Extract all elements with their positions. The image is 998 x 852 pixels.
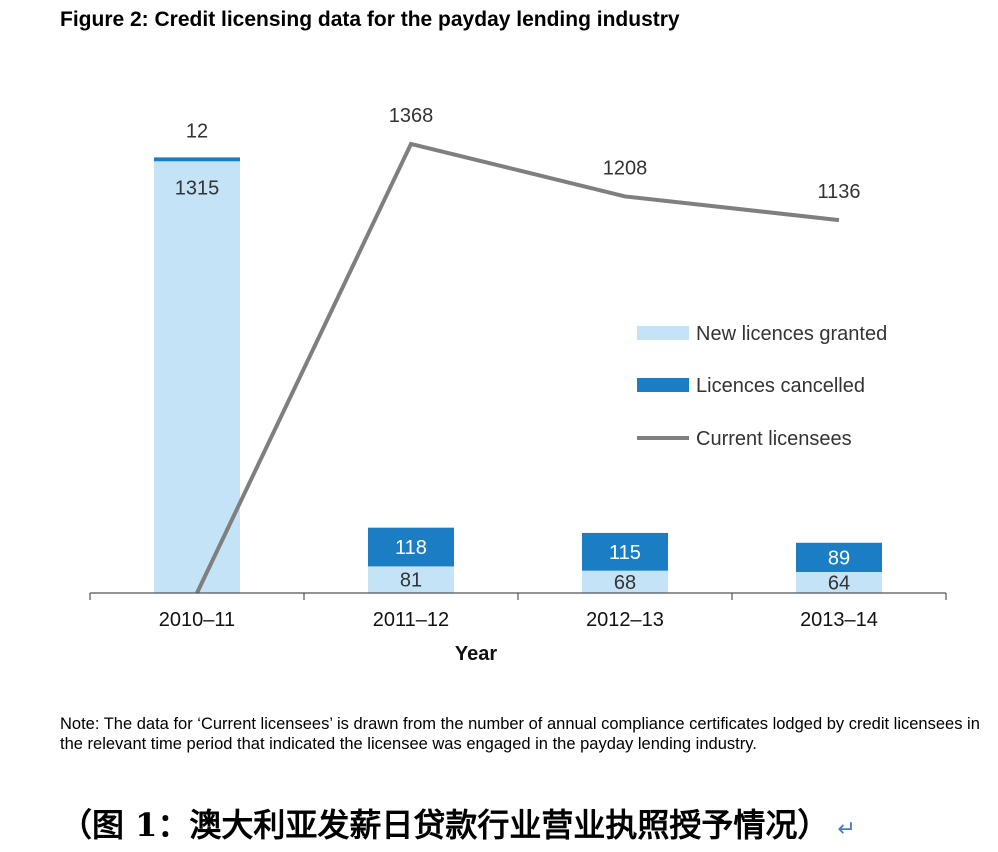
bar-licences-cancelled	[154, 157, 240, 162]
bar-new-licences	[368, 566, 454, 593]
caption-text: （图 1：澳大利亚发薪日贷款行业营业执照授予情况）	[60, 806, 830, 844]
label-licences-cancelled: 118	[395, 537, 427, 559]
label-current-licensees: 1208	[603, 157, 648, 179]
x-tick-label: 2012–13	[586, 609, 664, 631]
figure-title: Figure 2: Credit licensing data for the …	[60, 8, 680, 31]
bar-new-licences	[796, 571, 882, 593]
bar-new-licences	[154, 161, 240, 593]
label-licences-cancelled: 115	[609, 542, 641, 564]
legend-label: Current licensees	[696, 428, 852, 450]
label-licences-cancelled: 89	[828, 547, 850, 569]
label-licences-cancelled: 12	[186, 120, 208, 142]
label-new-licences: 64	[828, 572, 850, 594]
legend-swatch	[637, 378, 689, 392]
line-current-licensees	[195, 141, 840, 594]
bar-licences-cancelled	[796, 542, 882, 572]
x-tick-label: 2011–12	[373, 609, 449, 631]
bar-licences-cancelled	[582, 532, 668, 571]
label-new-licences: 68	[614, 572, 636, 594]
label-current-licensees: 1368	[389, 105, 434, 127]
label-new-licences: 81	[400, 570, 422, 592]
legend-swatch	[637, 326, 689, 340]
label-new-licences: 1315	[175, 177, 220, 199]
legend-label: Licences cancelled	[696, 375, 865, 397]
legend-label: New licences granted	[696, 323, 887, 345]
caption: （图 1：澳大利亚发薪日贷款行业营业执照授予情况） ↵	[60, 800, 856, 846]
return-mark-icon: ↵	[837, 817, 856, 842]
chart-note: Note: The data for ‘Current licensees’ i…	[60, 715, 980, 753]
label-current-licensees: 1136	[817, 181, 860, 203]
x-tick-label: 2010–11	[159, 609, 235, 631]
bar-new-licences	[582, 570, 668, 593]
chart: 12 1315 118 81 115 68 89 64 1368 1208 1136 2010–11 2…	[89, 105, 947, 665]
x-tick-label: 2013–14	[800, 609, 878, 631]
x-axis-label: Year	[455, 643, 497, 665]
bar-licences-cancelled	[368, 527, 454, 567]
